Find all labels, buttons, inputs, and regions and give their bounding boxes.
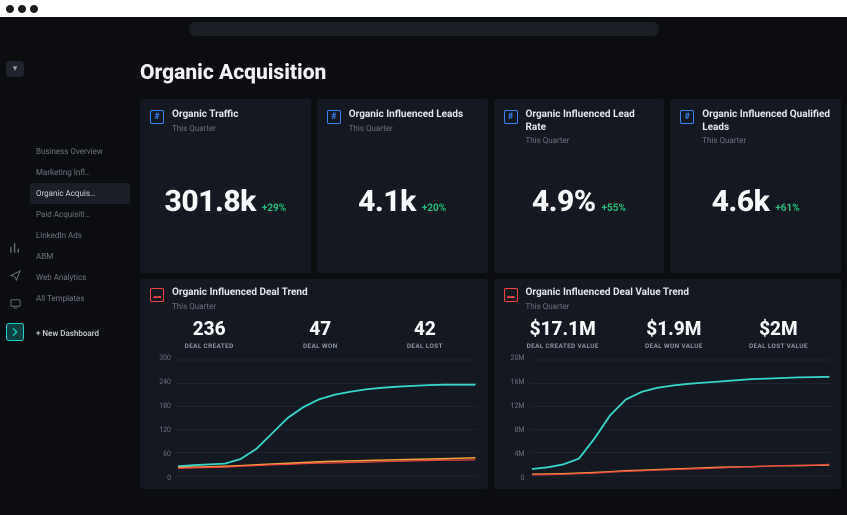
trends-row: Organic Influenced Deal Trend This Quart… <box>140 279 841 489</box>
trend-chart: 20M16M12M8M4M0 <box>504 354 832 482</box>
metric-subtitle: This Quarter <box>349 124 463 133</box>
metric-card[interactable]: # Organic Influenced Leads This Quarter … <box>317 99 488 273</box>
page-title: Organic Acquisition <box>140 61 841 85</box>
trend-stat-label: DEAL LOST VALUE <box>749 342 808 350</box>
trend-card[interactable]: Organic Influenced Deal Value Trend This… <box>494 279 842 489</box>
hash-icon: # <box>680 110 694 124</box>
trend-stat-label: DEAL CREATED <box>185 342 234 350</box>
chart-y-axis: 300240180120600 <box>150 354 174 482</box>
trend-subtitle: This Quarter <box>172 302 308 311</box>
metrics-row: # Organic Traffic This Quarter 301.8k +2… <box>140 99 841 273</box>
metric-subtitle: This Quarter <box>526 136 655 145</box>
metric-subtitle: This Quarter <box>702 136 831 145</box>
metric-title: Organic Influenced Qualified Leads <box>702 109 831 134</box>
metric-delta: +20% <box>422 203 446 214</box>
trend-stat: $17.1M DEAL CREATED VALUE <box>527 317 599 350</box>
address-pill[interactable] <box>189 22 659 36</box>
send-icon[interactable] <box>7 267 23 283</box>
metric-title: Organic Traffic <box>172 109 238 122</box>
trend-stat-value: $17.1M <box>527 317 599 340</box>
metric-subtitle: This Quarter <box>172 124 238 133</box>
hash-icon: # <box>150 110 164 124</box>
hash-icon: # <box>504 110 518 124</box>
trend-stat-value: 47 <box>303 317 338 340</box>
trend-stat-value: $2M <box>749 317 808 340</box>
metric-card[interactable]: # Organic Influenced Lead Rate This Quar… <box>494 99 665 273</box>
trend-stat: $2M DEAL LOST VALUE <box>749 317 808 350</box>
sidebar-item[interactable]: Paid Acquisiti… <box>30 204 130 225</box>
metric-title: Organic Influenced Leads <box>349 109 463 122</box>
metric-card[interactable]: # Organic Traffic This Quarter 301.8k +2… <box>140 99 311 273</box>
trend-icon <box>504 288 518 302</box>
bar-chart-icon[interactable] <box>7 239 23 255</box>
main: Organic Acquisition # Organic Traffic Th… <box>130 41 847 515</box>
trend-title: Organic Influenced Deal Trend <box>172 287 308 300</box>
arrow-right-icon[interactable] <box>6 323 24 341</box>
trend-stat: $1.9M DEAL WON VALUE <box>645 317 703 350</box>
trend-subtitle: This Quarter <box>526 302 689 311</box>
sidebar: Business OverviewMarketing Infl…Organic … <box>30 41 130 515</box>
trend-stat-label: DEAL CREATED VALUE <box>527 342 599 350</box>
monitor-icon[interactable] <box>7 295 23 311</box>
metric-value: 4.9% <box>532 184 596 219</box>
sidebar-item[interactable]: ABM <box>30 246 130 267</box>
window-max-dot[interactable] <box>30 5 38 13</box>
trend-stat-label: DEAL WON VALUE <box>645 342 703 350</box>
trend-stat-label: DEAL LOST <box>407 342 443 350</box>
trend-title: Organic Influenced Deal Value Trend <box>526 287 689 300</box>
trend-stat-value: 42 <box>407 317 443 340</box>
sidebar-item[interactable]: LinkedIn Ads <box>30 225 130 246</box>
metric-delta: +55% <box>602 203 626 214</box>
metric-title: Organic Influenced Lead Rate <box>526 109 655 134</box>
metric-value: 4.1k <box>358 184 416 219</box>
trend-stat-value: $1.9M <box>645 317 703 340</box>
workspace-switcher[interactable]: ▾ <box>6 61 24 77</box>
chart-y-axis: 20M16M12M8M4M0 <box>504 354 528 482</box>
trend-stat: 47 DEAL WON <box>303 317 338 350</box>
trend-stat: 236 DEAL CREATED <box>185 317 234 350</box>
trend-card[interactable]: Organic Influenced Deal Trend This Quart… <box>140 279 488 489</box>
trend-stat-value: 236 <box>185 317 234 340</box>
metric-value: 4.6k <box>712 184 770 219</box>
window-chrome <box>0 0 847 17</box>
window-min-dot[interactable] <box>18 5 26 13</box>
trend-stat-label: DEAL WON <box>303 342 338 350</box>
sidebar-item[interactable]: Business Overview <box>30 141 130 162</box>
chevron-down-icon: ▾ <box>13 64 18 74</box>
icon-rail: ▾ <box>0 41 30 515</box>
hash-icon: # <box>327 110 341 124</box>
trend-icon <box>150 288 164 302</box>
topbar <box>0 17 847 41</box>
window-close-dot[interactable] <box>6 5 14 13</box>
sidebar-item[interactable]: Marketing Infl… <box>30 162 130 183</box>
trend-chart: 300240180120600 <box>150 354 478 482</box>
trend-stat: 42 DEAL LOST <box>407 317 443 350</box>
new-dashboard-button[interactable]: + New Dashboard <box>30 323 130 344</box>
sidebar-item[interactable]: Organic Acquis… <box>30 183 130 204</box>
sidebar-item[interactable]: All Templates <box>30 288 130 309</box>
sidebar-item[interactable]: Web Analytics <box>30 267 130 288</box>
metric-delta: +29% <box>262 203 286 214</box>
metric-card[interactable]: # Organic Influenced Qualified Leads Thi… <box>670 99 841 273</box>
app-root: ▾ Business OverviewMarketing Infl…Organi… <box>0 17 847 515</box>
metric-delta: +61% <box>775 203 799 214</box>
metric-value: 301.8k <box>165 184 256 219</box>
